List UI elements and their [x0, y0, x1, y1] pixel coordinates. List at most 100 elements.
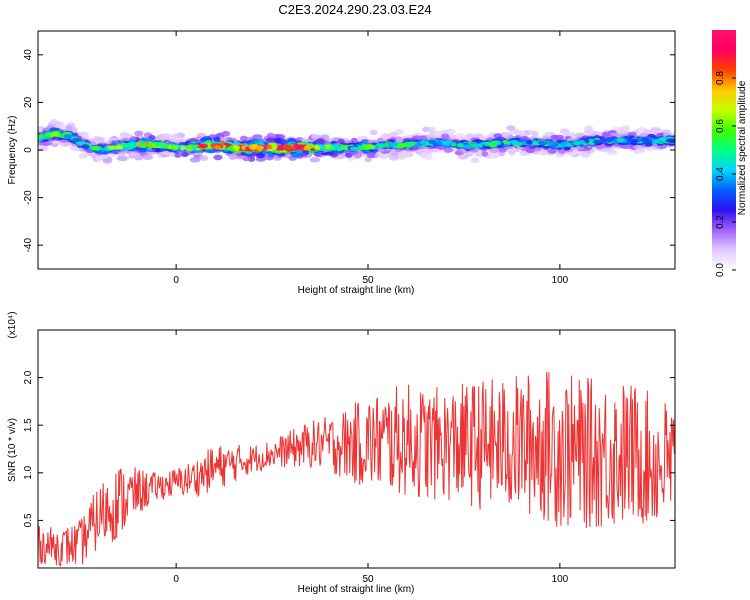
x-tick-label: 50 [362, 275, 374, 286]
heatmap-cell [161, 133, 171, 139]
heatmap-cell [456, 143, 464, 148]
heatmap-cell [369, 129, 378, 136]
heatmap-cell [199, 155, 209, 161]
heatmap-cell [320, 144, 326, 150]
heatmap-cell [616, 137, 624, 143]
colorbar-tick-label: 0.8 [715, 71, 726, 85]
bottom-x-axis-label: Height of straight line (km) [298, 584, 415, 595]
heatmap-cell [38, 134, 42, 140]
heatmap-cell [303, 145, 312, 151]
heatmap-cell [547, 141, 557, 146]
snr-series-line [37, 371, 676, 567]
heatmap-cell [107, 145, 117, 150]
heatmap-cell [510, 139, 519, 145]
heatmap-cell [272, 137, 283, 143]
heatmap-cell [213, 154, 223, 161]
heatmap-cell [389, 155, 400, 161]
heatmap-cell [311, 133, 320, 140]
heatmap-cell [484, 142, 491, 147]
heatmap-cell [445, 140, 453, 146]
heatmap-blobs [38, 118, 675, 164]
heatmap-cell [470, 157, 480, 163]
heatmap-cell [63, 134, 73, 139]
top-panel: 0 50 100 -40 -20 0 20 40 Height of straight li… [7, 30, 676, 296]
heatmap-cell [573, 141, 581, 146]
heatmap-cell [78, 153, 88, 159]
colorbar-label: Normalized spectral amplitude [737, 80, 748, 215]
heatmap-cell [475, 143, 482, 148]
heatmap-cell [287, 145, 295, 150]
heatmap-cell [153, 142, 163, 147]
heatmap-cell [466, 133, 475, 139]
colorbar-tick-label: 0.6 [715, 119, 726, 133]
heatmap-cell [199, 143, 209, 149]
colorbar-tick-label: 0.0 [715, 263, 726, 277]
heatmap-cell [583, 128, 594, 135]
heatmap-cell [186, 144, 195, 150]
heatmap-cell [441, 133, 450, 139]
heatmap-cell [490, 140, 498, 146]
heatmap-cell [599, 137, 608, 143]
heatmap-cell [502, 139, 510, 145]
heatmap-cell [170, 133, 179, 140]
heatmap-cell [665, 138, 675, 143]
heatmap-cells [38, 118, 675, 164]
colorbar-ticks: 0.0 0.2 0.4 0.6 0.8 [715, 71, 736, 277]
heatmap-cell [630, 139, 639, 144]
heatmap-cell [424, 154, 433, 161]
heatmap-cell [637, 127, 647, 133]
heatmap-cell [621, 125, 630, 131]
y-tick-label: 20 [23, 96, 34, 108]
heatmap-cell [592, 139, 601, 144]
heatmap-cell [142, 154, 154, 161]
heatmap-cell [266, 144, 274, 150]
heatmap-cell [428, 139, 437, 145]
heatmap-cell [340, 145, 349, 150]
top-y-axis-label: Frequency (Hz) [7, 116, 18, 185]
top-y-ticks: -40 -20 0 20 40 [23, 49, 675, 252]
heatmap-cell [276, 146, 285, 151]
heatmap-cell [349, 146, 359, 151]
colorbar-tick-label: 0.4 [715, 167, 726, 181]
heatmap-cell [314, 139, 325, 145]
colorbar: 0.0 0.2 0.4 0.6 0.8 Normalized spectral ampl… [712, 30, 748, 277]
heatmap-cell [602, 131, 611, 138]
heatmap-cell [422, 126, 430, 133]
heatmap-cell [538, 140, 546, 145]
heatmap-cell [525, 140, 533, 145]
heatmap-cell [50, 118, 58, 125]
heatmap-cell [355, 152, 363, 158]
y-tick-label: 40 [23, 49, 34, 61]
heatmap-cell [41, 145, 49, 152]
heatmap-cell [428, 126, 436, 133]
heatmap-cell [560, 141, 568, 146]
heatmap-cell [397, 143, 406, 148]
heatmap-cell [161, 144, 170, 149]
heatmap-cell [309, 157, 320, 163]
y-tick-label: -20 [23, 190, 34, 205]
heatmap-cell [248, 145, 257, 150]
heatmap-cell [379, 153, 389, 160]
heatmap-cell [508, 150, 516, 156]
bottom-x-ticks: 0 50 100 [173, 330, 569, 585]
heatmap-cell [252, 134, 263, 140]
heatmap-cell [560, 128, 570, 134]
heatmap-cell [140, 143, 146, 148]
heatmap-cell [388, 131, 398, 138]
heatmap-cell [213, 136, 221, 142]
x-tick-label: 100 [552, 275, 569, 286]
heatmap-cell [443, 147, 454, 153]
heatmap-cell [506, 125, 516, 131]
colorbar-tick-label: 0.2 [715, 215, 726, 229]
x-tick-label: 0 [173, 574, 179, 585]
heatmap-cell [50, 132, 60, 137]
heatmap-cell [180, 145, 186, 151]
heatmap-cell [389, 142, 398, 147]
heatmap-cell [640, 137, 650, 143]
heatmap-cell [72, 137, 80, 143]
y-tick-label: 1.5 [23, 418, 34, 432]
bottom-y-multiplier: (x10⁴) [7, 311, 18, 338]
heatmap-cell [214, 145, 222, 150]
heatmap-cell [314, 144, 320, 150]
